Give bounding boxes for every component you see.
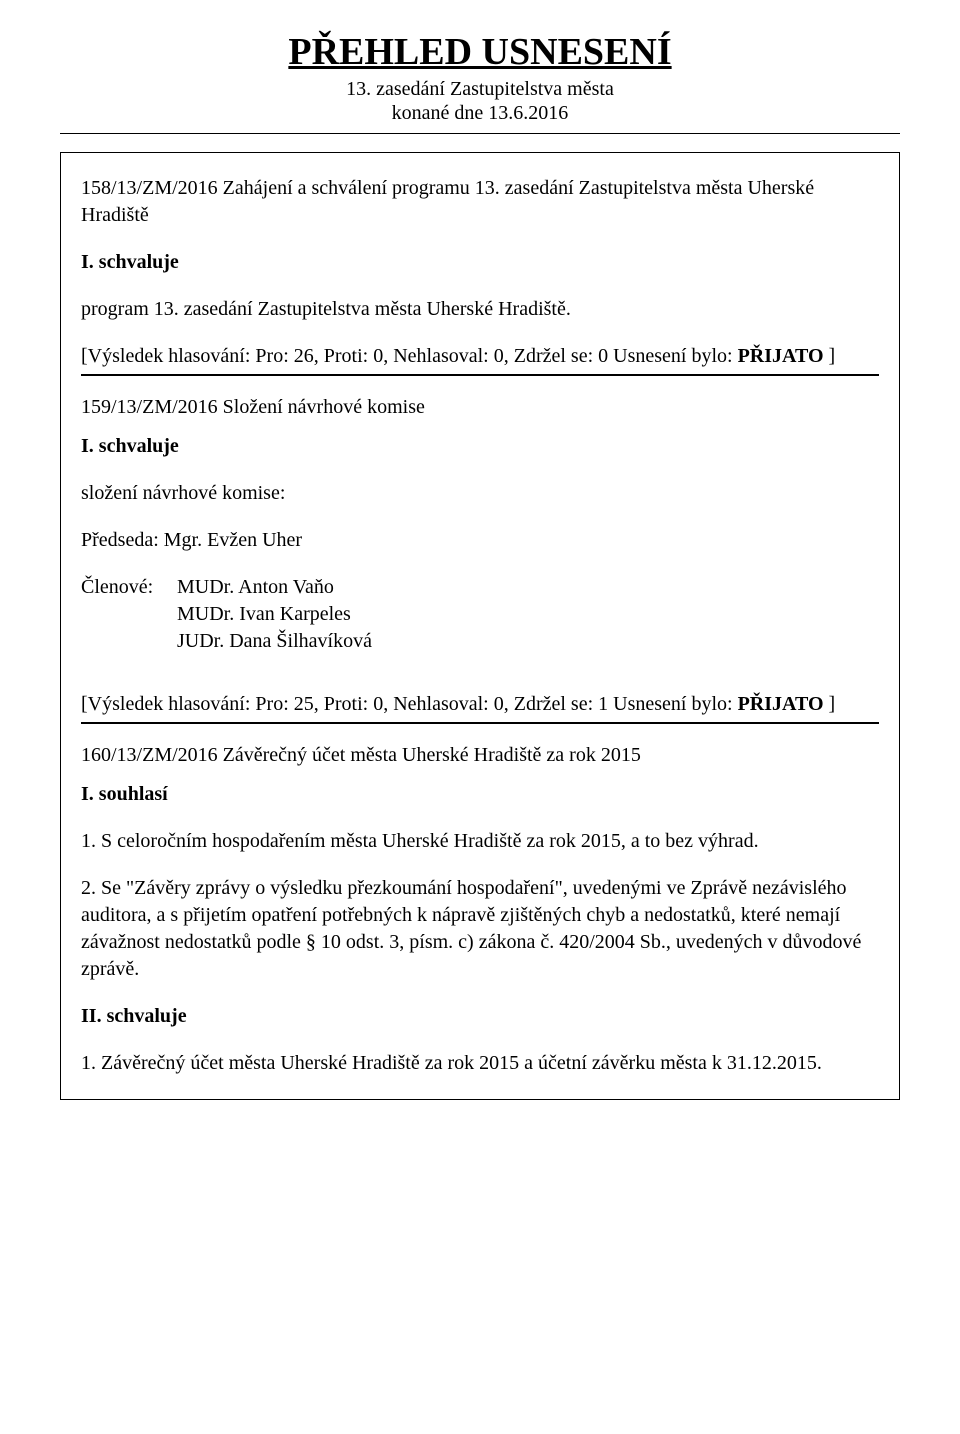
- chair-name: Mgr. Evžen Uher: [164, 529, 302, 551]
- members-label: Členové:: [81, 574, 177, 601]
- vote-prefix: [Výsledek hlasování: Pro: 26, Proti: 0, …: [81, 345, 738, 367]
- chair-label: Předseda:: [81, 529, 159, 551]
- vote-status: PŘIJATO: [738, 693, 824, 715]
- member-1: MUDr. Anton Vaňo: [177, 574, 334, 601]
- member-3: JUDr. Dana Šilhavíková: [177, 628, 372, 655]
- header-rule: [60, 133, 900, 134]
- section-159-chair: Předseda: Mgr. Evžen Uher: [81, 527, 879, 554]
- vote-suffix: ]: [824, 693, 836, 715]
- section-160-approve-label: II. schvaluje: [81, 1003, 879, 1030]
- section-160-item-2: 2. Se "Závěry zprávy o výsledku přezkoum…: [81, 875, 879, 983]
- members-label-spacer: [81, 628, 177, 655]
- section-158-heading: 158/13/ZM/2016 Zahájení a schválení prog…: [81, 175, 879, 229]
- section-159-body-line: složení návrhové komise:: [81, 480, 879, 507]
- section-159-members: Členové: MUDr. Anton Vaňo MUDr. Ivan Kar…: [81, 574, 879, 655]
- vote-suffix: ]: [824, 345, 836, 367]
- section-159-heading: 159/13/ZM/2016 Složení návrhové komise: [81, 394, 879, 421]
- section-158-body: program 13. zasedání Zastupitelstva měst…: [81, 296, 879, 323]
- section-160-approve-item: 1. Závěrečný účet města Uherské Hradiště…: [81, 1050, 879, 1077]
- section-159-approve-label: I. schvaluje: [81, 433, 879, 460]
- section-160-item-1: 1. S celoročním hospodařením města Uhers…: [81, 828, 879, 855]
- vote-prefix: [Výsledek hlasování: Pro: 25, Proti: 0, …: [81, 693, 738, 715]
- section-rule: [81, 374, 879, 376]
- members-label-spacer: [81, 601, 177, 628]
- section-160-heading: 160/13/ZM/2016 Závěrečný účet města Uher…: [81, 742, 879, 769]
- section-158-approve-label: I. schvaluje: [81, 249, 879, 276]
- section-160-agree-label: I. souhlasí: [81, 781, 879, 808]
- document-title: PŘEHLED USNESENÍ: [60, 30, 900, 74]
- document-subtitle-2: konané dne 13.6.2016: [60, 102, 900, 125]
- section-159-vote: [Výsledek hlasování: Pro: 25, Proti: 0, …: [81, 691, 879, 718]
- member-2: MUDr. Ivan Karpeles: [177, 601, 351, 628]
- vote-status: PŘIJATO: [738, 345, 824, 367]
- section-158-vote: [Výsledek hlasování: Pro: 26, Proti: 0, …: [81, 343, 879, 370]
- section-rule: [81, 722, 879, 724]
- content-box: 158/13/ZM/2016 Zahájení a schválení prog…: [60, 152, 900, 1100]
- document-subtitle-1: 13. zasedání Zastupitelstva města: [60, 76, 900, 102]
- spacer: [81, 675, 879, 691]
